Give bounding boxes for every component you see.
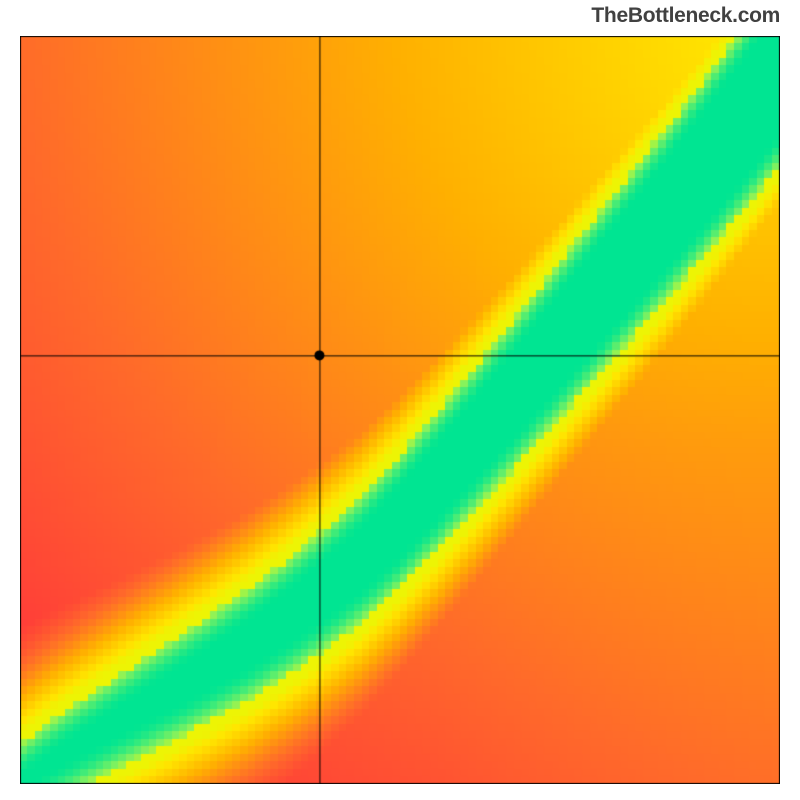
watermark-text: TheBottleneck.com [591,4,780,28]
bottleneck-heatmap [20,36,780,784]
heatmap-canvas [20,36,780,784]
